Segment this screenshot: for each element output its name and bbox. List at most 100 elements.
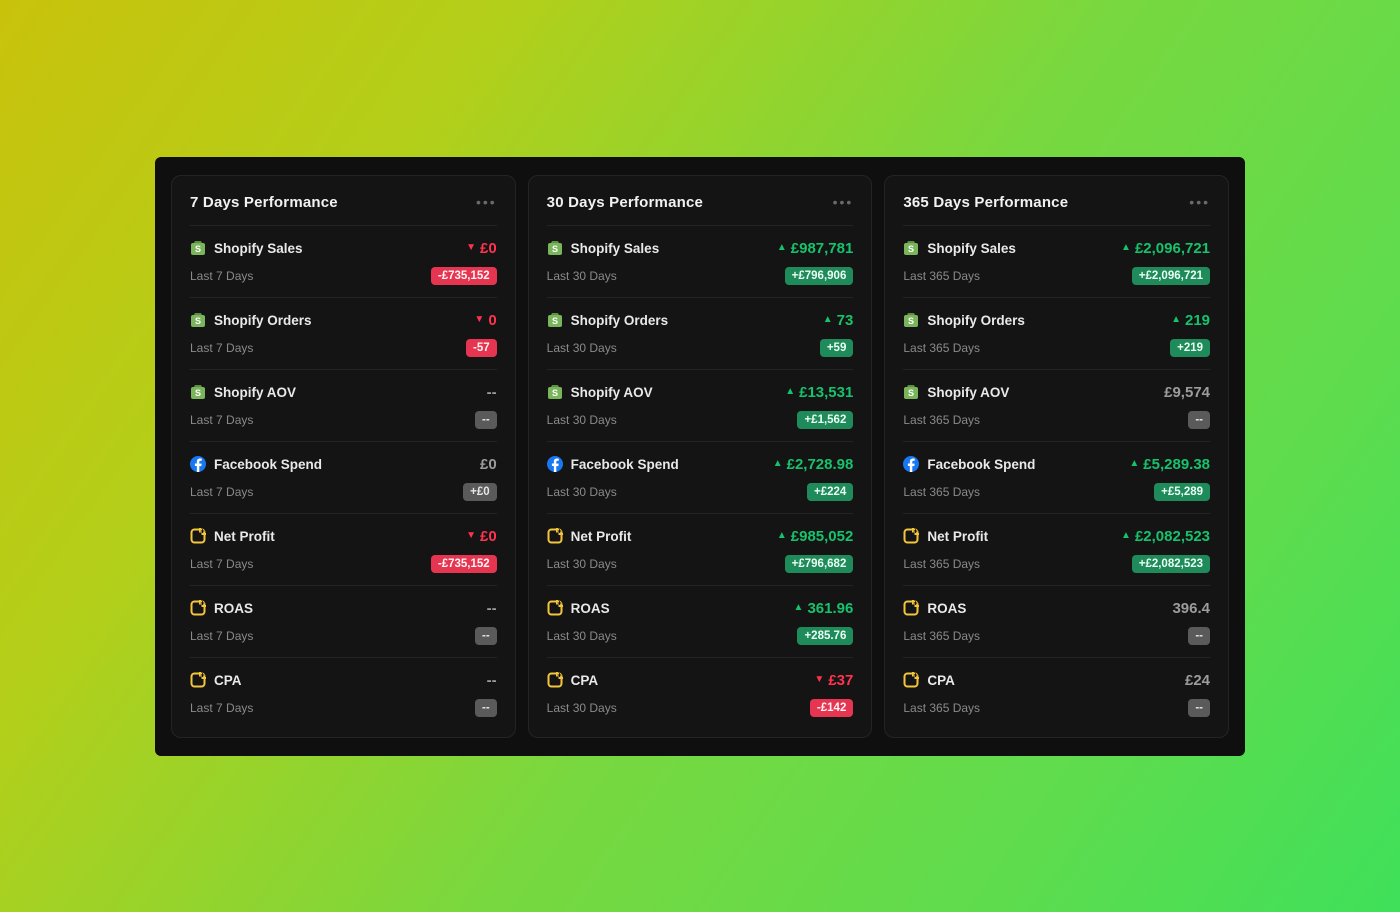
- metric-period: Last 30 Days: [547, 701, 617, 715]
- metric-row: Shopify Sales ▲£987,781 Last 30 Days +£7…: [547, 225, 854, 297]
- shopify-icon: [547, 312, 563, 328]
- metric-delta-badge: +285.76: [797, 627, 853, 645]
- metric-value: ▼£0: [466, 528, 497, 545]
- shopify-icon: [190, 384, 206, 400]
- metric-name: Net Profit: [190, 528, 275, 544]
- chain-icon: [190, 600, 206, 616]
- metric-period: Last 7 Days: [190, 269, 253, 283]
- shopify-icon: [547, 384, 563, 400]
- metric-label: ROAS: [927, 601, 966, 616]
- metric-delta-badge: +£0: [463, 483, 497, 501]
- metric-delta-badge: --: [1188, 411, 1210, 429]
- facebook-icon: [190, 456, 206, 472]
- performance-card: 7 Days Performance ••• Shopify Sales ▼£0…: [171, 175, 516, 738]
- metric-value: ▲£2,096,721: [1121, 240, 1210, 257]
- metric-period: Last 7 Days: [190, 413, 253, 427]
- metric-period: Last 365 Days: [903, 269, 980, 283]
- metric-period: Last 7 Days: [190, 341, 253, 355]
- metric-row: CPA ▼£37 Last 30 Days -£142: [547, 657, 854, 729]
- chain-icon: [547, 600, 563, 616]
- shopify-icon: [547, 240, 563, 256]
- metric-value: ▲£2,082,523: [1121, 528, 1210, 545]
- metric-value: --: [487, 600, 497, 617]
- metric-label: Shopify Orders: [214, 313, 312, 328]
- metric-value: ▼£0: [466, 240, 497, 257]
- metric-name: ROAS: [190, 600, 253, 616]
- metric-period: Last 30 Days: [547, 485, 617, 499]
- metric-value: ▼0: [474, 312, 496, 329]
- metric-delta-badge: +£2,082,523: [1132, 555, 1210, 573]
- metric-name: Shopify AOV: [190, 384, 296, 400]
- metric-value: ▲361.96: [794, 600, 854, 617]
- card-menu-button[interactable]: •••: [1189, 194, 1210, 210]
- metric-delta-badge: +219: [1170, 339, 1210, 357]
- metric-period: Last 30 Days: [547, 629, 617, 643]
- shopify-icon: [903, 384, 919, 400]
- metric-name: Facebook Spend: [547, 456, 679, 472]
- metric-row: CPA £24 Last 365 Days --: [903, 657, 1210, 729]
- metric-delta-badge: +£796,906: [785, 267, 854, 285]
- metric-name: Shopify Sales: [547, 240, 660, 256]
- metric-period: Last 7 Days: [190, 485, 253, 499]
- chain-icon: [903, 600, 919, 616]
- chain-icon: [547, 672, 563, 688]
- card-menu-button[interactable]: •••: [833, 194, 854, 210]
- metric-label: CPA: [214, 673, 242, 688]
- metric-value: --: [487, 384, 497, 401]
- dashboard-panel: 7 Days Performance ••• Shopify Sales ▼£0…: [155, 157, 1245, 756]
- metric-label: ROAS: [214, 601, 253, 616]
- metric-period: Last 365 Days: [903, 701, 980, 715]
- chain-icon: [190, 672, 206, 688]
- metric-period: Last 30 Days: [547, 269, 617, 283]
- metric-row: Shopify AOV ▲£13,531 Last 30 Days +£1,56…: [547, 369, 854, 441]
- metric-row: Shopify Sales ▼£0 Last 7 Days -£735,152: [190, 225, 497, 297]
- metric-row: CPA -- Last 7 Days --: [190, 657, 497, 729]
- metric-row: ROAS 396.4 Last 365 Days --: [903, 585, 1210, 657]
- shopify-icon: [190, 240, 206, 256]
- metric-period: Last 30 Days: [547, 557, 617, 571]
- metric-row: Facebook Spend ▲£2,728.98 Last 30 Days +…: [547, 441, 854, 513]
- metric-value: ▲£5,289.38: [1129, 456, 1210, 473]
- metric-label: Shopify Sales: [927, 241, 1016, 256]
- metric-label: CPA: [927, 673, 955, 688]
- metric-value: 396.4: [1172, 600, 1210, 617]
- metric-period: Last 365 Days: [903, 485, 980, 499]
- metric-label: CPA: [571, 673, 599, 688]
- metric-delta-badge: +£1,562: [797, 411, 853, 429]
- metric-delta-badge: --: [1188, 627, 1210, 645]
- metric-name: ROAS: [547, 600, 610, 616]
- card-title: 30 Days Performance: [547, 194, 703, 211]
- metric-value: ▼£37: [814, 672, 853, 689]
- metric-label: Shopify AOV: [214, 385, 296, 400]
- metric-name: ROAS: [903, 600, 966, 616]
- metric-period: Last 30 Days: [547, 413, 617, 427]
- shopify-icon: [903, 312, 919, 328]
- metric-delta-badge: +£5,289: [1154, 483, 1210, 501]
- metric-delta-badge: +£796,682: [785, 555, 854, 573]
- metric-value: ▲£985,052: [777, 528, 853, 545]
- metric-row: Facebook Spend £0 Last 7 Days +£0: [190, 441, 497, 513]
- card-header: 365 Days Performance •••: [903, 194, 1210, 211]
- metric-label: Facebook Spend: [571, 457, 679, 472]
- facebook-icon: [903, 456, 919, 472]
- card-header: 7 Days Performance •••: [190, 194, 497, 211]
- metric-row: Shopify Orders ▼0 Last 7 Days -57: [190, 297, 497, 369]
- metric-label: Facebook Spend: [214, 457, 322, 472]
- chain-icon: [903, 672, 919, 688]
- metric-name: Facebook Spend: [190, 456, 322, 472]
- metric-value: ▲219: [1171, 312, 1210, 329]
- metric-label: Shopify AOV: [927, 385, 1009, 400]
- shopify-icon: [903, 240, 919, 256]
- metric-row: Shopify Orders ▲219 Last 365 Days +219: [903, 297, 1210, 369]
- metric-delta-badge: +£2,096,721: [1132, 267, 1210, 285]
- metric-name: CPA: [903, 672, 955, 688]
- metric-name: CPA: [190, 672, 242, 688]
- metric-name: Shopify AOV: [903, 384, 1009, 400]
- metric-name: Shopify Orders: [190, 312, 312, 328]
- metric-name: Shopify Orders: [903, 312, 1025, 328]
- performance-card: 365 Days Performance ••• Shopify Sales ▲…: [884, 175, 1229, 738]
- metric-row: Net Profit ▲£2,082,523 Last 365 Days +£2…: [903, 513, 1210, 585]
- card-menu-button[interactable]: •••: [476, 194, 497, 210]
- metric-row: Facebook Spend ▲£5,289.38 Last 365 Days …: [903, 441, 1210, 513]
- metric-label: Shopify AOV: [571, 385, 653, 400]
